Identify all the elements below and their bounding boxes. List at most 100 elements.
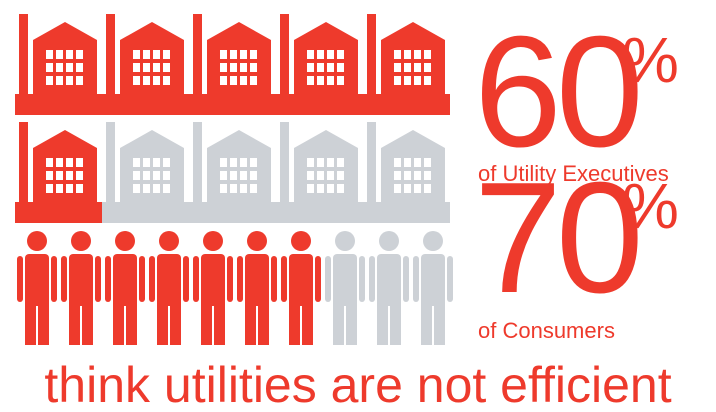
leg	[258, 302, 269, 345]
factory-icon	[102, 14, 189, 115]
arm	[95, 256, 101, 302]
window	[337, 50, 344, 59]
window	[153, 63, 160, 72]
window	[307, 76, 314, 85]
leg	[113, 302, 124, 345]
factory-icon	[189, 14, 276, 115]
window	[230, 171, 237, 180]
person-icon	[237, 231, 277, 345]
window	[404, 158, 411, 167]
arm	[271, 256, 277, 302]
torso	[377, 254, 401, 306]
stat-value: 70	[474, 150, 638, 326]
head	[423, 231, 443, 251]
window	[163, 76, 170, 85]
window	[76, 50, 83, 59]
building	[381, 22, 445, 96]
person-icon	[413, 231, 453, 345]
window	[56, 76, 63, 85]
window	[317, 50, 324, 59]
person-icon	[281, 231, 321, 345]
window	[337, 184, 344, 193]
head	[159, 231, 179, 251]
arm	[105, 256, 111, 302]
window	[153, 76, 160, 85]
window	[46, 184, 53, 193]
person-icon	[61, 231, 101, 345]
window	[66, 158, 73, 167]
leg	[333, 302, 344, 345]
window	[163, 184, 170, 193]
window	[337, 76, 344, 85]
stat-value: 60	[474, 4, 638, 180]
arm	[325, 256, 331, 302]
leg	[38, 302, 49, 345]
arm	[193, 256, 199, 302]
window	[153, 158, 160, 167]
window	[220, 76, 227, 85]
base	[189, 94, 276, 115]
window	[220, 171, 227, 180]
building	[33, 22, 97, 96]
leg	[25, 302, 36, 345]
window	[163, 158, 170, 167]
window	[404, 76, 411, 85]
factory-icon	[15, 14, 102, 115]
leg	[289, 302, 300, 345]
arm	[413, 256, 419, 302]
window	[414, 63, 421, 72]
window	[337, 158, 344, 167]
window	[317, 158, 324, 167]
building	[120, 130, 184, 204]
torso	[289, 254, 313, 306]
arm	[359, 256, 365, 302]
window	[220, 158, 227, 167]
window	[404, 171, 411, 180]
window	[220, 63, 227, 72]
arm	[315, 256, 321, 302]
head	[335, 231, 355, 251]
arm	[447, 256, 453, 302]
window	[414, 171, 421, 180]
window	[46, 63, 53, 72]
leg	[126, 302, 137, 345]
stat-label: of Consumers	[478, 318, 615, 343]
person-icon	[325, 231, 365, 345]
base	[15, 94, 102, 115]
base	[363, 94, 450, 115]
factory-icon	[15, 122, 102, 223]
window	[240, 158, 247, 167]
building	[381, 130, 445, 204]
window	[230, 76, 237, 85]
pictograph	[15, 14, 453, 345]
leg	[434, 302, 445, 345]
building	[120, 22, 184, 96]
window	[143, 76, 150, 85]
window	[240, 171, 247, 180]
window	[56, 50, 63, 59]
window	[394, 50, 401, 59]
head	[203, 231, 223, 251]
window	[337, 63, 344, 72]
window	[66, 76, 73, 85]
window	[404, 184, 411, 193]
stat-label: of Utility Executives	[478, 161, 669, 186]
factory-icon	[276, 14, 363, 115]
leg	[346, 302, 357, 345]
window	[76, 63, 83, 72]
base	[102, 94, 189, 115]
chimney	[280, 122, 289, 222]
chimney	[19, 122, 28, 222]
window	[46, 76, 53, 85]
window	[76, 158, 83, 167]
window	[66, 50, 73, 59]
leg	[245, 302, 256, 345]
window	[424, 158, 431, 167]
window	[327, 184, 334, 193]
window	[56, 158, 63, 167]
window	[250, 63, 257, 72]
factory-icon	[363, 14, 450, 115]
torso	[69, 254, 93, 306]
arm	[17, 256, 23, 302]
